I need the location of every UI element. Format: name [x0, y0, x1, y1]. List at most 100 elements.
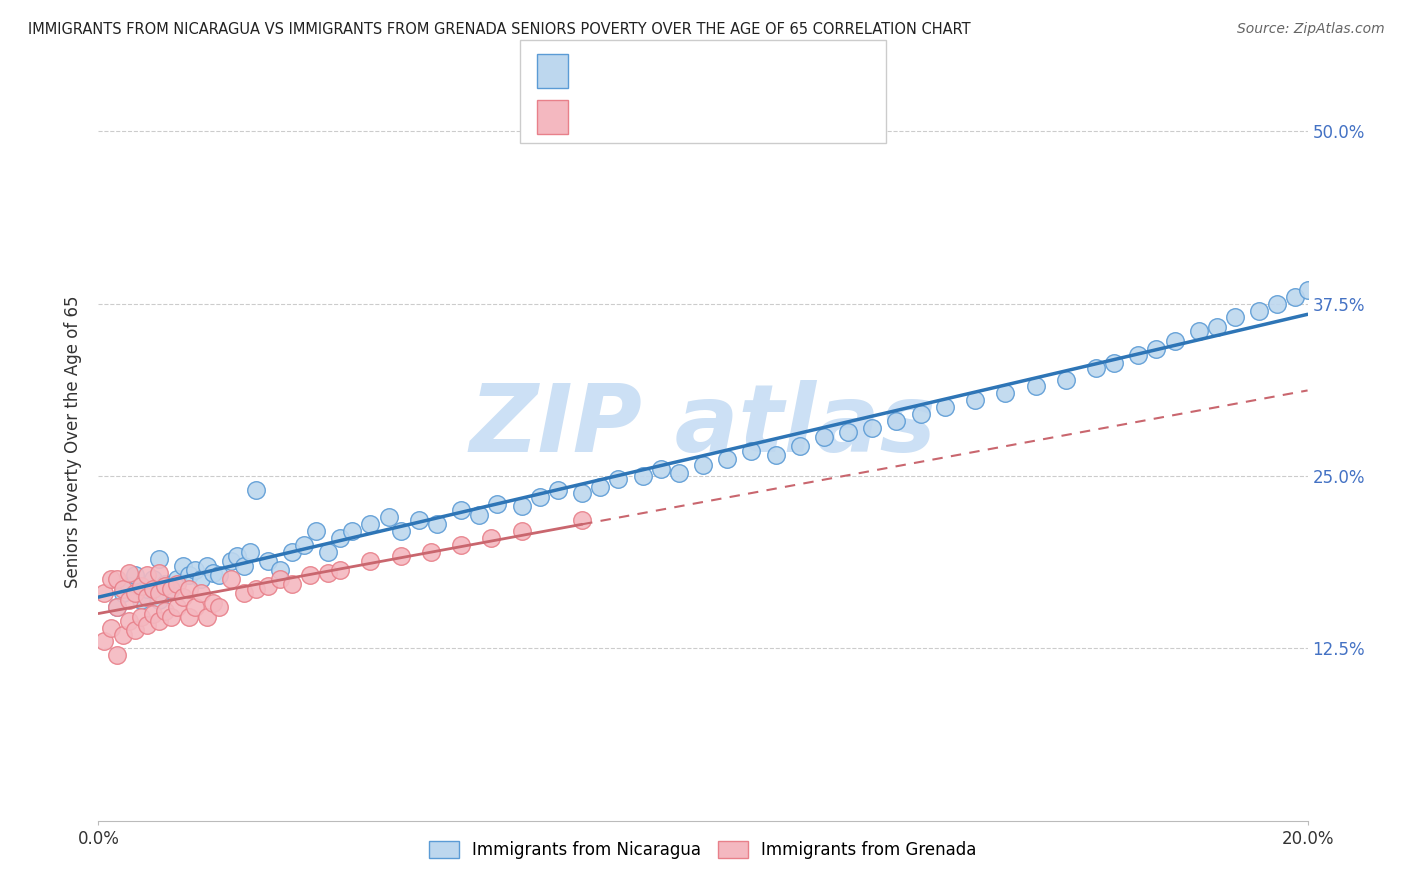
Point	[994, 386, 1017, 401]
Point	[160, 582, 183, 596]
Point	[740, 444, 762, 458]
Point	[468, 508, 491, 522]
Point	[1188, 324, 1211, 338]
Legend: Immigrants from Nicaragua, Immigrants from Grenada: Immigrants from Nicaragua, Immigrants fr…	[422, 834, 984, 865]
Point	[232, 586, 254, 600]
Point	[329, 563, 352, 577]
Y-axis label: Seniors Poverty Over the Age of 65: Seniors Poverty Over the Age of 65	[65, 295, 83, 588]
Point	[153, 604, 176, 618]
Point	[148, 593, 170, 607]
Point	[910, 407, 932, 421]
Text: R =  0.107   N = 54: R = 0.107 N = 54	[582, 108, 773, 127]
Point	[281, 545, 304, 559]
Point	[1284, 290, 1306, 304]
Point	[111, 627, 134, 641]
Point	[486, 497, 509, 511]
Point	[813, 430, 835, 444]
Point	[1144, 342, 1167, 356]
Point	[142, 573, 165, 587]
Point	[153, 576, 176, 591]
Point	[281, 576, 304, 591]
Point	[607, 472, 630, 486]
Point	[118, 579, 141, 593]
Point	[148, 551, 170, 566]
Point	[100, 621, 122, 635]
Point	[450, 538, 472, 552]
Point	[668, 467, 690, 481]
Point	[860, 421, 883, 435]
Point	[129, 593, 152, 607]
Point	[1249, 303, 1271, 318]
Point	[129, 579, 152, 593]
Point	[269, 563, 291, 577]
Point	[547, 483, 569, 497]
Point	[837, 425, 859, 439]
Text: IMMIGRANTS FROM NICARAGUA VS IMMIGRANTS FROM GRENADA SENIORS POVERTY OVER THE AG: IMMIGRANTS FROM NICARAGUA VS IMMIGRANTS …	[28, 22, 970, 37]
Point	[111, 582, 134, 596]
Point	[1223, 310, 1246, 325]
Point	[329, 531, 352, 545]
Point	[389, 549, 412, 563]
Point	[631, 469, 654, 483]
Point	[202, 566, 225, 580]
Point	[481, 531, 503, 545]
Point	[135, 591, 157, 605]
Point	[202, 596, 225, 610]
Point	[510, 500, 533, 514]
Point	[1163, 334, 1185, 348]
Point	[965, 393, 987, 408]
Point	[118, 593, 141, 607]
Point	[142, 582, 165, 596]
Point	[166, 576, 188, 591]
Point	[789, 439, 811, 453]
Point	[269, 573, 291, 587]
Point	[184, 563, 207, 577]
Point	[179, 582, 201, 596]
Point	[172, 558, 194, 573]
Point	[692, 458, 714, 472]
Point	[105, 599, 128, 614]
Point	[408, 513, 430, 527]
Point	[226, 549, 249, 563]
Point	[1128, 348, 1150, 362]
Point	[100, 573, 122, 587]
Point	[389, 524, 412, 538]
Point	[377, 510, 399, 524]
Point	[208, 568, 231, 582]
Text: ZIP atlas: ZIP atlas	[470, 380, 936, 473]
Point	[124, 568, 146, 582]
Point	[316, 545, 339, 559]
Point	[305, 524, 328, 538]
Point	[1102, 356, 1125, 370]
Point	[1296, 283, 1319, 297]
Point	[111, 586, 134, 600]
Point	[571, 485, 593, 500]
Point	[221, 573, 243, 587]
Point	[221, 554, 243, 568]
Point	[360, 554, 382, 568]
Point	[166, 573, 188, 587]
Point	[93, 634, 115, 648]
Point	[208, 599, 231, 614]
Point	[245, 483, 267, 497]
Point	[1024, 379, 1046, 393]
Point	[316, 566, 339, 580]
Point	[105, 573, 128, 587]
Point	[765, 448, 787, 462]
Point	[934, 400, 956, 414]
Text: Source: ZipAtlas.com: Source: ZipAtlas.com	[1237, 22, 1385, 37]
Point	[529, 490, 551, 504]
Point	[135, 582, 157, 596]
Point	[1054, 372, 1077, 386]
Point	[129, 609, 152, 624]
Point	[195, 609, 218, 624]
Point	[426, 517, 449, 532]
Point	[118, 614, 141, 628]
Point	[716, 452, 738, 467]
Point	[650, 462, 672, 476]
Point	[93, 586, 115, 600]
Point	[1267, 296, 1289, 310]
Point	[148, 566, 170, 580]
Point	[160, 582, 183, 596]
Point	[135, 618, 157, 632]
